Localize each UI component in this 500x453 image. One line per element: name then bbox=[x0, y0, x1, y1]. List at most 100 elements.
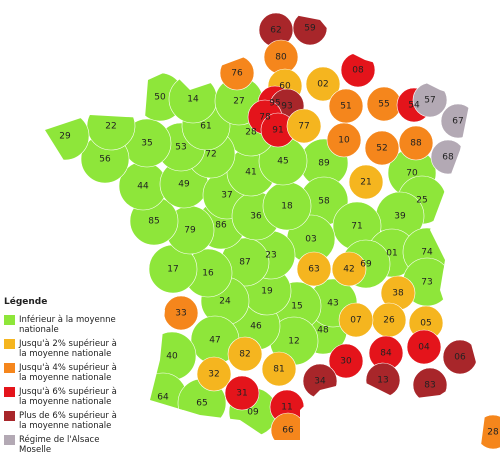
department-code: 15 bbox=[291, 302, 302, 312]
department-code: 56 bbox=[99, 155, 111, 165]
department-code: 80 bbox=[275, 53, 287, 63]
legend-item: Inférieur à la moyenne nationale bbox=[4, 315, 124, 335]
department-code: 46 bbox=[250, 322, 262, 332]
department-code: 77 bbox=[298, 122, 309, 132]
department-code: 45 bbox=[277, 157, 288, 167]
department-code: 11 bbox=[281, 403, 292, 413]
department-code: 22 bbox=[105, 122, 116, 132]
department-area bbox=[338, 302, 374, 338]
department-code: 32 bbox=[208, 370, 219, 380]
department-code: 57 bbox=[424, 96, 435, 106]
department-code: 25 bbox=[416, 196, 427, 206]
department-area bbox=[328, 343, 364, 379]
department-area bbox=[348, 164, 384, 200]
legend-label: Plus de 6% supérieur à la moyenne nation… bbox=[19, 411, 117, 431]
department-code: 04 bbox=[418, 343, 430, 353]
department-area bbox=[305, 66, 341, 102]
department-code: 87 bbox=[239, 258, 250, 268]
department-code: 71 bbox=[351, 222, 362, 232]
department-code: 31 bbox=[236, 389, 247, 399]
department-code: 73 bbox=[421, 278, 432, 288]
department-area bbox=[326, 122, 362, 158]
department-code: 16 bbox=[202, 269, 214, 279]
department-code: 69 bbox=[360, 260, 372, 270]
department-code: 93 bbox=[281, 102, 292, 112]
department-code: 03 bbox=[305, 235, 316, 245]
department-code: 78 bbox=[259, 113, 271, 123]
department-code: 74 bbox=[421, 248, 433, 258]
department-code: 88 bbox=[410, 139, 422, 149]
legend-swatch bbox=[4, 363, 15, 373]
department-code: 41 bbox=[245, 168, 256, 178]
departments bbox=[45, 10, 500, 450]
department-code: 30 bbox=[340, 357, 352, 367]
department-code: 64 bbox=[157, 393, 169, 403]
department-code: 23 bbox=[265, 251, 276, 261]
legend-label: Inférieur à la moyenne nationale bbox=[19, 315, 116, 335]
department-code: 68 bbox=[442, 153, 454, 163]
department-code: 43 bbox=[327, 299, 338, 309]
department-code: 19 bbox=[261, 287, 273, 297]
department-code: 89 bbox=[318, 159, 330, 169]
department-code: 42 bbox=[343, 265, 354, 275]
department-code: 09 bbox=[247, 408, 259, 418]
department-area bbox=[398, 125, 434, 161]
department-code: 65 bbox=[196, 399, 207, 409]
department-code: 28 bbox=[245, 128, 257, 138]
legend-swatch bbox=[4, 411, 15, 421]
department-area bbox=[261, 351, 297, 387]
department-code: 08 bbox=[352, 66, 364, 76]
department-area bbox=[406, 329, 442, 365]
department-code: 17 bbox=[167, 265, 178, 275]
department-code: 13 bbox=[377, 376, 388, 386]
legend-item: Jusqu'à 2% supérieur à la moyenne nation… bbox=[4, 339, 124, 359]
legend-swatch bbox=[4, 339, 15, 349]
department-code: 35 bbox=[141, 139, 152, 149]
legend-label: Jusqu'à 4% supérieur à la moyenne nation… bbox=[19, 363, 117, 383]
department-code: 14 bbox=[187, 95, 199, 105]
department-code: 60 bbox=[279, 82, 291, 92]
department-code: 76 bbox=[231, 69, 243, 79]
legend-label: Jusqu'à 2% supérieur à la moyenne nation… bbox=[19, 339, 117, 359]
legend-item: Plus de 6% supérieur à la moyenne nation… bbox=[4, 411, 124, 431]
department-area bbox=[224, 375, 260, 411]
department-code: 21 bbox=[360, 178, 371, 188]
legend-title: Légende bbox=[4, 297, 48, 307]
department-code: 38 bbox=[392, 289, 404, 299]
legend-label: Régime de l'Alsace Moselle bbox=[19, 435, 100, 453]
department-code: 49 bbox=[178, 180, 190, 190]
legend-item: Jusqu'à 6% supérieur à la moyenne nation… bbox=[4, 387, 124, 407]
department-code: 82 bbox=[239, 350, 250, 360]
department-code: 37 bbox=[221, 191, 232, 201]
department-area bbox=[196, 356, 232, 392]
department-code: 36 bbox=[250, 212, 262, 222]
department-code: 84 bbox=[380, 349, 392, 359]
department-code: 40 bbox=[166, 352, 178, 362]
legend-label: Jusqu'à 6% supérieur à la moyenne nation… bbox=[19, 387, 117, 407]
legend-swatch bbox=[4, 315, 15, 325]
department-code: 39 bbox=[394, 212, 406, 222]
department-code: 52 bbox=[376, 144, 387, 154]
legend-item: Jusqu'à 4% supérieur à la moyenne nation… bbox=[4, 363, 124, 383]
department-code: 07 bbox=[350, 316, 361, 326]
department-code: 63 bbox=[308, 265, 319, 275]
department-code: 72 bbox=[205, 150, 216, 160]
department-code: 79 bbox=[184, 226, 196, 236]
department-code: 66 bbox=[282, 426, 294, 436]
department-code: 59 bbox=[304, 24, 316, 34]
department-code: 28 bbox=[487, 428, 499, 438]
department-code: 85 bbox=[148, 217, 159, 227]
department-code: 54 bbox=[408, 101, 420, 111]
department-code: 70 bbox=[406, 169, 418, 179]
department-code: 47 bbox=[209, 336, 220, 346]
department-code: 61 bbox=[200, 122, 211, 132]
legend: Légende Inférieur à la moyenne nationale… bbox=[4, 297, 124, 453]
department-code: 29 bbox=[59, 132, 71, 142]
department-area bbox=[296, 251, 332, 287]
department-code: 86 bbox=[215, 221, 227, 231]
department-code: 53 bbox=[175, 143, 186, 153]
legend-swatch bbox=[4, 387, 15, 397]
department-code: 10 bbox=[338, 136, 350, 146]
